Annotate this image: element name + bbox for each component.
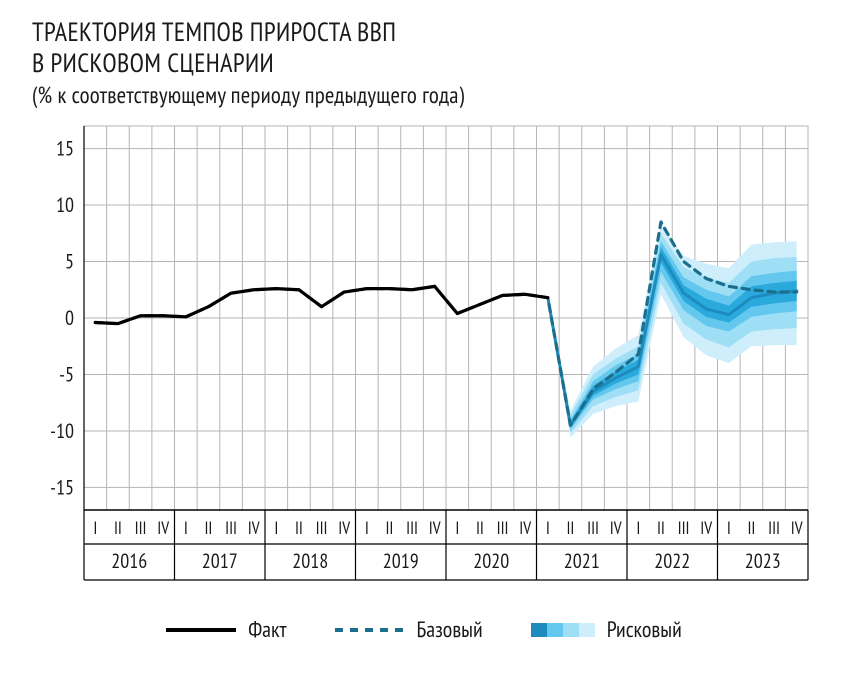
- svg-text:0: 0: [65, 305, 74, 331]
- plot-area: -15-10-5051015IIIIIIIVIIIIIIIVIIIIIIIVII…: [32, 120, 816, 608]
- svg-text:IV: IV: [248, 517, 260, 539]
- svg-text:III: III: [135, 517, 147, 539]
- svg-text:-15: -15: [50, 475, 74, 501]
- svg-text:II: II: [204, 517, 212, 539]
- svg-text:5: 5: [65, 249, 74, 275]
- svg-text:III: III: [587, 517, 599, 539]
- svg-text:2022: 2022: [654, 548, 690, 574]
- legend-item-fact: Факт: [166, 616, 286, 644]
- svg-text:2019: 2019: [383, 548, 419, 574]
- svg-text:IV: IV: [610, 517, 622, 539]
- svg-text:II: II: [747, 517, 755, 539]
- legend-label-fact: Факт: [248, 616, 286, 644]
- svg-text:III: III: [406, 517, 418, 539]
- svg-text:IV: IV: [157, 517, 169, 539]
- legend: Факт Базовый Рисковый: [32, 616, 816, 644]
- legend-line-base-icon: [335, 623, 405, 637]
- svg-text:III: III: [225, 517, 237, 539]
- legend-label-base: Базовый: [417, 616, 483, 644]
- svg-text:I: I: [727, 517, 731, 539]
- svg-text:III: III: [497, 517, 509, 539]
- svg-text:2016: 2016: [111, 548, 147, 574]
- svg-text:IV: IV: [519, 517, 531, 539]
- svg-text:2023: 2023: [745, 548, 781, 574]
- svg-text:I: I: [184, 517, 188, 539]
- svg-text:10: 10: [56, 192, 74, 218]
- svg-text:II: II: [385, 517, 393, 539]
- svg-text:2018: 2018: [292, 548, 328, 574]
- legend-item-risk: Рисковый: [531, 616, 682, 644]
- svg-text:I: I: [274, 517, 278, 539]
- legend-label-risk: Рисковый: [607, 616, 682, 644]
- svg-text:II: II: [114, 517, 122, 539]
- svg-text:15: 15: [56, 136, 74, 162]
- svg-text:II: II: [566, 517, 574, 539]
- chart-title-line2: В РИСКОВОМ СЦЕНАРИИ: [32, 49, 816, 80]
- chart-subtitle: (% к соответствующему периоду предыдущег…: [32, 81, 816, 110]
- svg-text:III: III: [316, 517, 328, 539]
- svg-text:2020: 2020: [473, 548, 509, 574]
- legend-line-fact-icon: [166, 623, 236, 637]
- svg-text:-5: -5: [59, 362, 74, 388]
- chart-title-line1: ТРАЕКТОРИЯ ТЕМПОВ ПРИРОСТА ВВП: [32, 18, 816, 49]
- svg-text:II: II: [657, 517, 665, 539]
- svg-text:IV: IV: [338, 517, 350, 539]
- svg-text:-10: -10: [50, 418, 74, 444]
- svg-text:2021: 2021: [564, 548, 600, 574]
- svg-text:I: I: [636, 517, 640, 539]
- legend-item-base: Базовый: [335, 616, 483, 644]
- svg-text:IV: IV: [429, 517, 441, 539]
- legend-fan-swatch-icon: [531, 623, 595, 637]
- chart-figure: ТРАЕКТОРИЯ ТЕМПОВ ПРИРОСТА ВВП В РИСКОВО…: [0, 0, 844, 691]
- svg-text:I: I: [455, 517, 459, 539]
- svg-text:I: I: [546, 517, 550, 539]
- svg-text:IV: IV: [791, 517, 803, 539]
- svg-text:I: I: [93, 517, 97, 539]
- svg-text:II: II: [295, 517, 303, 539]
- svg-text:III: III: [678, 517, 690, 539]
- svg-text:I: I: [365, 517, 369, 539]
- chart-svg: -15-10-5051015IIIIIIIVIIIIIIIVIIIIIIIVII…: [32, 120, 816, 608]
- svg-text:IV: IV: [700, 517, 712, 539]
- svg-text:II: II: [476, 517, 484, 539]
- svg-text:2017: 2017: [202, 548, 238, 574]
- svg-text:III: III: [768, 517, 780, 539]
